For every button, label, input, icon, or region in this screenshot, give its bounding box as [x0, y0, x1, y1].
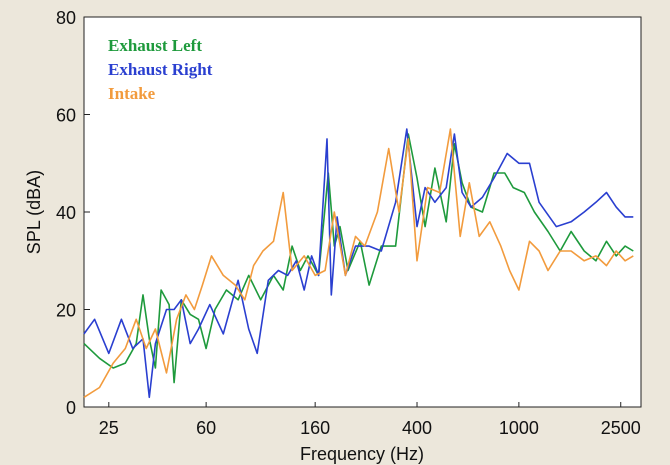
x-tick-label: 2500: [601, 418, 641, 438]
legend-entry-intake: Intake: [108, 84, 156, 103]
y-axis-ticks: 0 20 40 60 80: [56, 8, 90, 418]
y-tick-label: 20: [56, 301, 76, 321]
x-axis-label: Frequency (Hz): [300, 444, 424, 464]
legend-entry-exhaust-left: Exhaust Left: [108, 36, 202, 55]
series-layer: [83, 128, 634, 399]
legend: Exhaust Left Exhaust Right Intake: [108, 36, 213, 103]
series-line-exhaust-right: [83, 128, 634, 399]
y-tick-label: 60: [56, 106, 76, 126]
series-line-intake: [83, 128, 634, 398]
y-axis-label: SPL (dBA): [24, 170, 44, 254]
y-tick-label: 40: [56, 203, 76, 223]
x-tick-label: 60: [196, 418, 216, 438]
y-tick-label: 80: [56, 8, 76, 28]
legend-entry-exhaust-right: Exhaust Right: [108, 60, 213, 79]
x-tick-label: 400: [402, 418, 432, 438]
x-tick-label: 25: [99, 418, 119, 438]
x-tick-label: 160: [300, 418, 330, 438]
series-line-exhaust-left: [83, 133, 634, 384]
x-tick-label: 1000: [499, 418, 539, 438]
y-tick-label: 0: [66, 398, 76, 418]
x-axis-ticks: 25 60 160 400 1000 2500: [99, 402, 641, 438]
